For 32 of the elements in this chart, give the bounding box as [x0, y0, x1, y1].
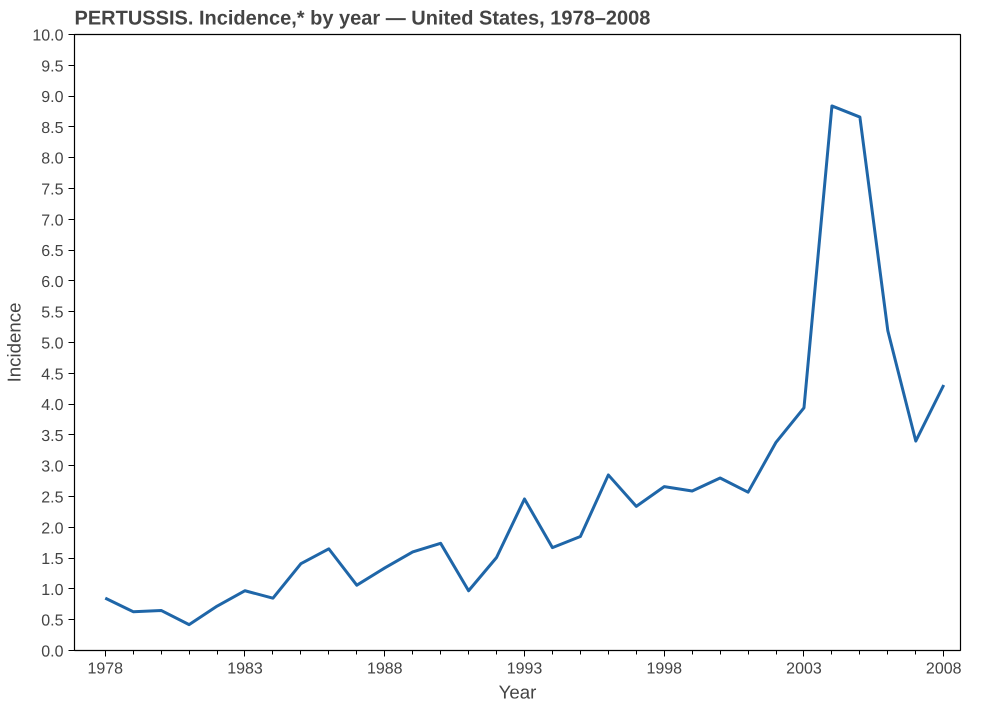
y-tick-label: 5.5: [41, 304, 64, 322]
y-tick-label: 3.0: [41, 458, 64, 476]
x-tick-label: 2003: [786, 660, 822, 678]
y-tick-label: 1.5: [41, 551, 64, 568]
y-tick-label: 0.0: [41, 644, 64, 660]
y-tick-label: 2.0: [41, 520, 64, 538]
line-series: [104, 104, 946, 626]
y-tick-label: 7.0: [41, 212, 64, 230]
y-tick-label: 0.5: [41, 612, 64, 630]
y-tick-label: 5.0: [41, 336, 64, 352]
x-axis-title: Year: [498, 682, 536, 702]
x-tick-label: 1998: [646, 660, 682, 678]
x-tick-label: 1978: [87, 660, 124, 678]
x-tick-label: 1988: [366, 660, 403, 678]
y-tick-label: 7.5: [41, 182, 64, 198]
chart-title: PERTUSSIS. Incidence,* by year — United States, 1978–2008: [74, 8, 650, 30]
y-axis-title: Incidence: [3, 302, 24, 382]
y-tick-label: 9.5: [41, 58, 64, 76]
y-tick-label: 4.5: [41, 366, 64, 384]
y-tick-label: 6.5: [41, 243, 64, 260]
x-tick-label: 2008: [926, 660, 962, 678]
y-tick-label: 2.5: [41, 490, 64, 506]
y-tick-label: 8.0: [41, 150, 64, 168]
y-tick-label: 9.0: [41, 89, 64, 106]
y-tick-label: 8.5: [41, 120, 64, 137]
y-tick-label: 6.0: [41, 274, 64, 291]
y-tick-label: 10.0: [32, 28, 64, 44]
y-tick-label: 4.0: [41, 397, 64, 414]
y-tick-label: 1.0: [41, 582, 64, 599]
x-tick-label: 1993: [506, 660, 542, 678]
x-tick-label: 1983: [227, 660, 263, 678]
y-tick-label: 3.5: [41, 428, 64, 445]
